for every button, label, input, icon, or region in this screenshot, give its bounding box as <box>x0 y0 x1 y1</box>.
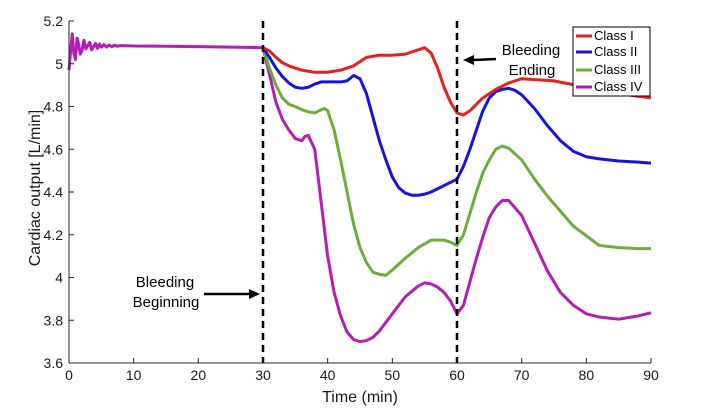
legend-label-class-iii: Class III <box>594 62 641 77</box>
series-line-shared-baseline <box>67 32 264 71</box>
x-tick-label-50: 50 <box>385 367 401 383</box>
y-tick-label-4.4: 4.4 <box>44 184 64 200</box>
plot-lines <box>67 32 652 344</box>
y-tick-label-4.6: 4.6 <box>44 141 64 157</box>
y-tick-label-3.6: 3.6 <box>44 355 64 371</box>
legend-label-class-ii: Class II <box>594 44 637 59</box>
x-tick-label-20: 20 <box>191 367 207 383</box>
x-tick-label-30: 30 <box>255 367 271 383</box>
event-lines <box>261 21 459 363</box>
y-tick-label-5.2: 5.2 <box>44 13 64 29</box>
y-tick-label-5: 5 <box>55 56 63 72</box>
series-line-class-i <box>262 46 652 117</box>
x-axis-label: Time (min) <box>322 389 398 406</box>
annotation-beginning-arrow-head <box>249 289 260 299</box>
y-tick-label-3.8: 3.8 <box>44 312 64 328</box>
annotation-beginning-line-1: Bleeding <box>136 274 194 291</box>
y-axis-label: Cardiac output [L/min] <box>27 110 44 267</box>
x-tick-label-0: 0 <box>65 367 73 383</box>
annotation-ending-arrow-head <box>463 55 474 65</box>
annotation-ending-line-2: Ending <box>509 62 556 79</box>
series-line-class-iv <box>261 47 652 344</box>
x-tick-label-60: 60 <box>449 367 465 383</box>
series-line-class-iii <box>261 47 651 277</box>
annotation-bleeding-ending: Bleeding Ending <box>463 42 560 79</box>
x-tick-label-10: 10 <box>126 367 142 383</box>
x-tick-label-40: 40 <box>320 367 336 383</box>
annotation-ending-arrow-shaft <box>473 57 497 62</box>
legend: Class I Class II Class III Class IV <box>572 26 651 97</box>
legend-box <box>572 26 651 97</box>
y-tick-label-4: 4 <box>55 270 63 286</box>
y-tick-label-4.2: 4.2 <box>44 227 64 243</box>
x-tick-label-80: 80 <box>579 367 595 383</box>
x-tick-label-90: 90 <box>643 367 659 383</box>
legend-label-class-iv: Class IV <box>594 79 643 94</box>
annotation-ending-line-1: Bleeding <box>502 42 560 59</box>
x-tick-label-70: 70 <box>514 367 530 383</box>
annotation-beginning-line-2: Beginning <box>133 294 200 311</box>
legend-label-class-i: Class I <box>594 28 634 43</box>
series-line-class-ii <box>261 46 652 197</box>
annotation-bleeding-beginning: Bleeding Beginning <box>133 274 260 311</box>
y-tick-label-4.8: 4.8 <box>44 99 64 115</box>
ticks: 0 10 20 30 40 50 60 70 80 90 3.6 3.8 4 4.2 4.4 4.6 4.8 5 5… <box>44 13 659 383</box>
